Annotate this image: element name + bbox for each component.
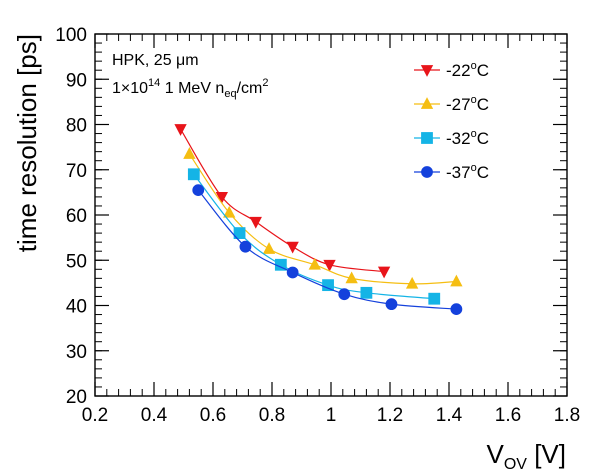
data-point [223, 205, 236, 218]
x-tick-label: 1.4 [436, 405, 463, 426]
y-tick-label: 60 [66, 206, 87, 227]
legend-entry-1: -27oC [414, 94, 489, 114]
data-point [262, 242, 276, 254]
data-point [338, 288, 351, 301]
y-tick-label: 30 [66, 342, 87, 363]
data-point [215, 191, 229, 204]
y-tick-label: 80 [66, 116, 87, 137]
series-line [188, 153, 457, 285]
series-line [180, 128, 385, 273]
legend-marker [421, 166, 433, 178]
series-0 [174, 124, 391, 279]
data-point [233, 227, 246, 240]
legend-entry-0: -22oC [414, 60, 489, 80]
x-axis-title-unit: [V] [527, 439, 566, 469]
y-tick-label: 90 [66, 70, 87, 91]
series-1 [183, 147, 463, 289]
x-axis-title-sub: OV [504, 456, 527, 472]
legend-label: -27oC [446, 94, 489, 114]
data-point [187, 168, 200, 181]
legend-entry-3: -37oC [414, 162, 489, 182]
annotation-fluence-exp: 14 [148, 77, 160, 89]
x-axis-title: VOV [V] [487, 439, 566, 472]
y-axis-title: time resolution [ps] [12, 34, 42, 252]
annotation-fluence-prefix: 1×10 [112, 80, 148, 97]
legend-label: -37oC [446, 162, 489, 182]
annotation-fluence-sub: eq [224, 88, 236, 100]
data-point [249, 216, 262, 229]
x-tick-label: 0.2 [82, 405, 108, 426]
x-tick-label: 0.8 [259, 405, 285, 426]
y-tick-label: 20 [66, 387, 87, 408]
data-point [360, 286, 373, 299]
data-point [322, 279, 334, 292]
legend: -22oC -27oC -32oC -37oC [414, 60, 489, 182]
y-tick-label: 50 [66, 251, 87, 272]
data-point [183, 147, 196, 159]
y-tick-label: 100 [55, 25, 87, 46]
series-line [193, 173, 435, 300]
data-point [405, 276, 419, 289]
data-point [345, 271, 358, 284]
y-tick-label: 40 [66, 297, 87, 318]
axis-ticks: 0.2 0.4 0.6 0.8 1 1.2 1.4 1.6 1.8 20 30 40 50 60 70 80 9… [55, 25, 580, 426]
data-point [308, 257, 321, 270]
data-point [286, 266, 299, 279]
x-tick-label: 1 [326, 405, 337, 426]
legend-marker [421, 132, 433, 144]
data-point [323, 259, 336, 272]
data-point [428, 292, 441, 305]
data-point [239, 240, 252, 253]
data-point [286, 241, 299, 254]
data-point [450, 274, 463, 287]
data-point [450, 303, 463, 316]
annotation-fluence-unit-exp: 2 [262, 77, 268, 89]
legend-marker [420, 65, 434, 77]
x-tick-label: 0.4 [141, 405, 168, 426]
annotation-sensor: HPK, 25 μm [112, 52, 199, 69]
x-tick-label: 1.2 [377, 405, 403, 426]
annotation-fluence: 1×1014 1 MeV neq/cm2 [112, 77, 268, 100]
legend-label: -22oC [446, 60, 489, 80]
data-point [385, 298, 398, 311]
data-point [377, 266, 391, 279]
x-axis-title-main: V [487, 439, 505, 469]
annotation-fluence-unit: /cm [237, 80, 263, 97]
data-point [192, 184, 205, 197]
series-layer [174, 124, 463, 316]
legend-marker [420, 97, 434, 109]
x-tick-label: 1.8 [554, 405, 580, 426]
series-line [197, 189, 457, 310]
legend-label: -32oC [446, 128, 489, 148]
legend-entry-2: -32oC [414, 128, 489, 148]
x-tick-label: 1.6 [495, 405, 521, 426]
series-3 [192, 184, 463, 316]
x-tick-label: 0.6 [200, 405, 226, 426]
data-point [174, 124, 187, 136]
annotation-fluence-mid: 1 MeV n [160, 80, 224, 97]
y-tick-label: 70 [66, 161, 87, 182]
